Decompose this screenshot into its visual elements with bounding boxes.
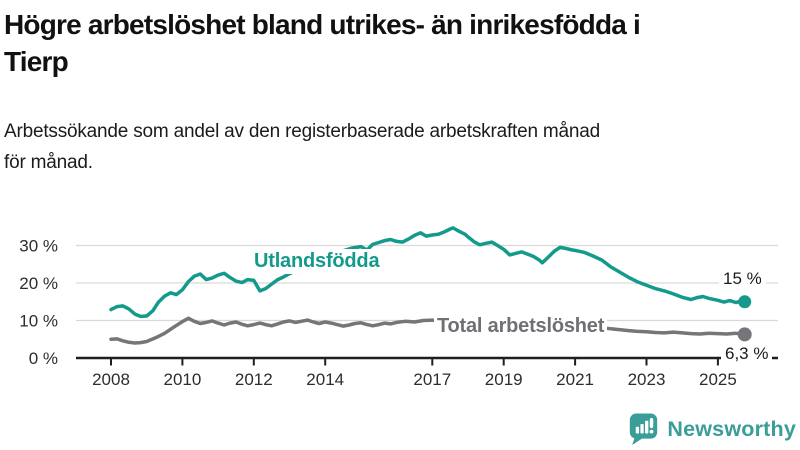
x-tick-label: 2023 (628, 370, 666, 389)
x-tick-label: 2008 (92, 370, 130, 389)
end-value-label-utlandsfodda: 15 % (719, 268, 766, 290)
x-tick-label: 2021 (556, 370, 594, 389)
series-end-dot-utlandsfodda (738, 295, 752, 309)
subtitle-line-1: Arbetssökande som andel av den registerb… (4, 121, 601, 142)
x-tick-label: 2019 (485, 370, 523, 389)
newsworthy-logo[interactable]: Newsworthy (628, 412, 796, 446)
newsworthy-logo-icon (628, 412, 659, 446)
y-tick-label: 10 % (19, 312, 58, 331)
y-tick-label: 30 % (19, 237, 58, 256)
chart-subtitle: Arbetssökande som andel av den registerb… (4, 116, 794, 178)
x-tick-label: 2025 (699, 370, 737, 389)
series-line-utlandsfodda (109, 226, 747, 319)
end-value-label-total: 6,3 % (721, 343, 773, 365)
series-end-dot-total (737, 327, 752, 342)
series-label-total-arbetsloshet: Total arbetslöshet (434, 314, 608, 339)
x-tick-label: 2014 (306, 370, 344, 389)
newsworthy-logo-text: Newsworthy (667, 416, 796, 441)
title-line-2: Tierp (4, 46, 69, 77)
series-line-total (109, 316, 747, 345)
y-tick-label: 20 % (19, 274, 58, 293)
subtitle-line-2: för månad. (4, 152, 93, 173)
x-tick-label: 2012 (235, 370, 273, 389)
x-tick-label: 2010 (163, 370, 201, 389)
title-line-1: Högre arbetslöshet bland utrikes- än inr… (4, 9, 641, 40)
y-tick-label: 0 % (29, 349, 58, 368)
series-label-utlandsfodda: Utlandsfödda (251, 249, 383, 274)
x-tick-label: 2017 (413, 370, 451, 389)
page-title: Högre arbetslöshet bland utrikes- än inr… (4, 6, 798, 80)
